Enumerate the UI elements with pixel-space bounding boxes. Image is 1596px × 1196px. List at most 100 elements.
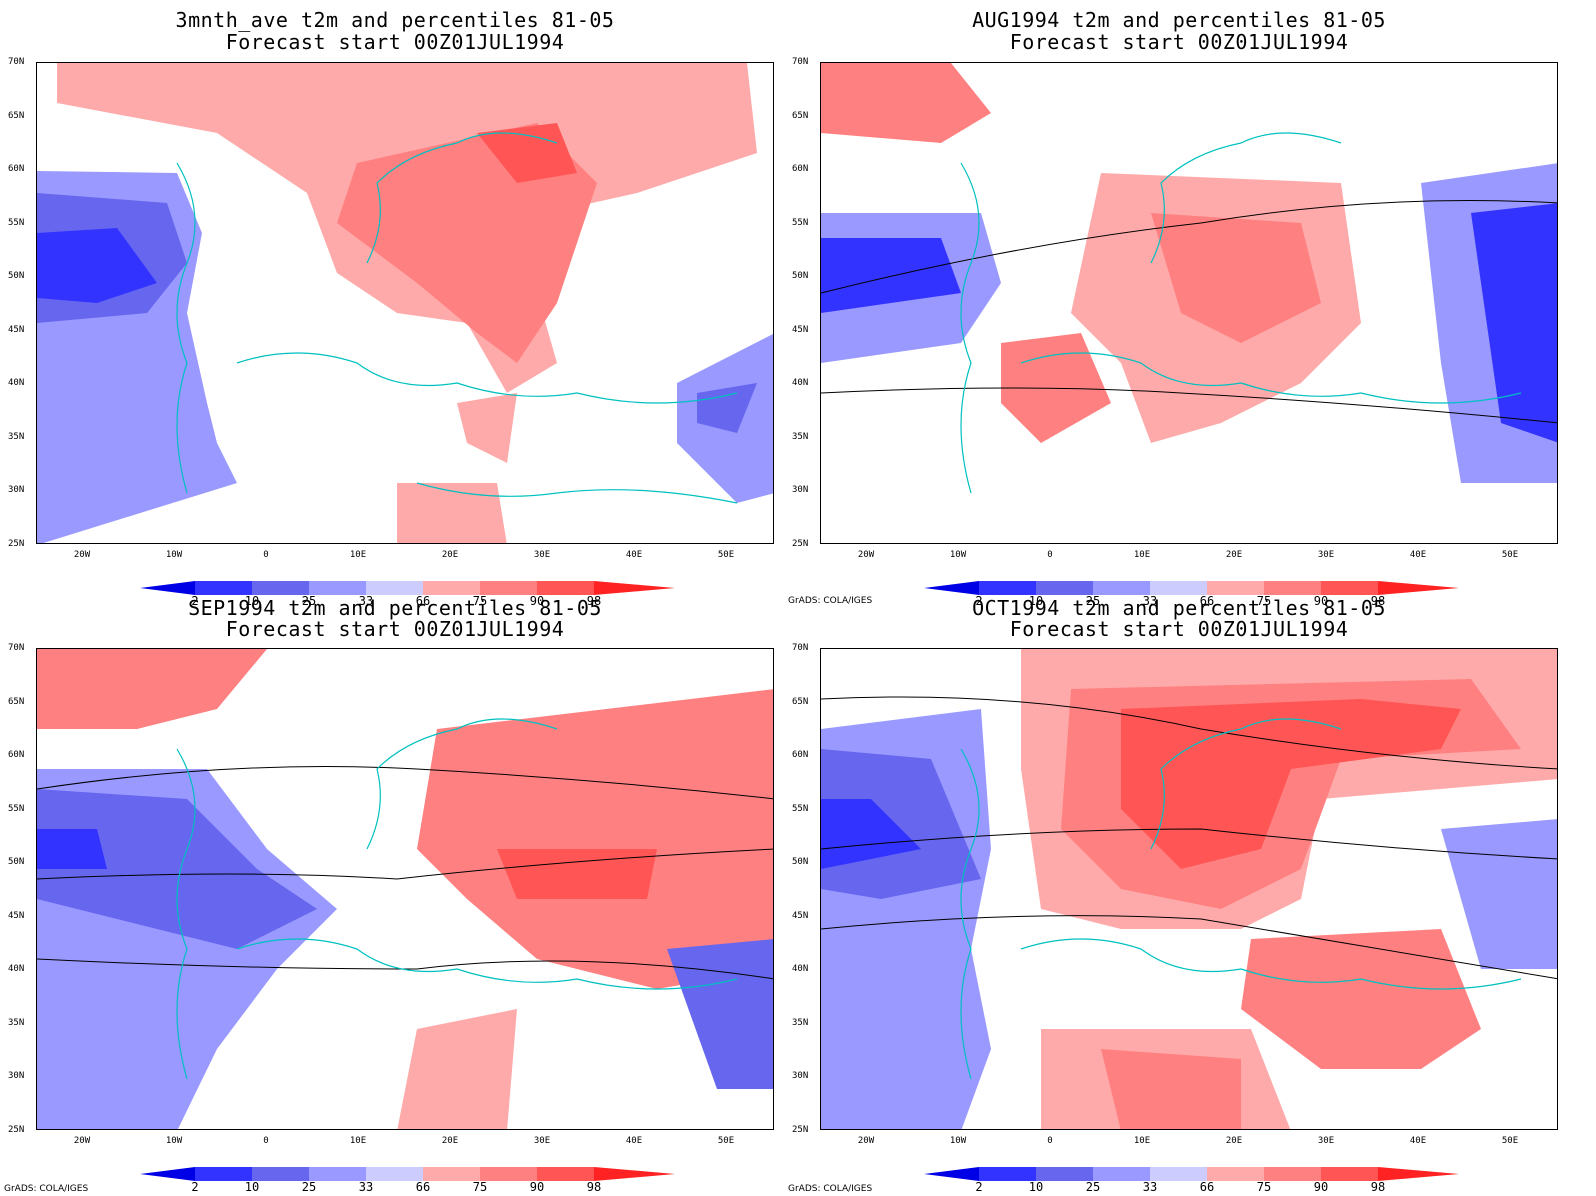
lat-label: 35N: [792, 1017, 809, 1028]
colorbar-label: 75: [1256, 594, 1272, 608]
lat-label: 30N: [8, 485, 25, 496]
panel-title-line2: Forecast start 00Z01JUL1994: [225, 30, 565, 54]
lat-label: 25N: [792, 1125, 809, 1135]
lat-label: 65N: [8, 696, 25, 707]
colorbar-label: 66: [1199, 1180, 1215, 1194]
lon-label: 40E: [625, 1136, 643, 1146]
lon-label: 10E: [1133, 1136, 1151, 1146]
lon-label: 0: [263, 1136, 269, 1146]
lon-label: 40E: [1409, 550, 1427, 560]
colorbar-label: 98: [586, 594, 602, 608]
lat-label: 25N: [792, 539, 809, 549]
lat-label: 40N: [792, 378, 809, 389]
lon-label: 50E: [1501, 1136, 1519, 1146]
lon-label: 40E: [1409, 1136, 1427, 1146]
lon-label: 10W: [949, 1136, 967, 1146]
lon-label: 30E: [533, 550, 551, 560]
lon-label: 30E: [533, 1136, 551, 1146]
panel-oct1994: OCT1994 t2m and percentiles 81-05 Foreca…: [784, 596, 1574, 1194]
lat-label: 45N: [792, 324, 809, 335]
lon-label: 20E: [1225, 550, 1243, 560]
lat-label: 30N: [8, 1071, 25, 1082]
lat-label: 60N: [8, 164, 25, 175]
panel-title-line2: Forecast start 00Z01JUL1994: [1009, 30, 1349, 54]
colorbar-label: 10: [244, 1180, 260, 1194]
lat-label: 35N: [8, 431, 25, 442]
panel-title-line1: 3mnth_ave t2m and percentiles 81-05: [175, 8, 615, 32]
lat-label: 70N: [792, 57, 809, 67]
lon-label: 50E: [717, 1136, 735, 1146]
colorbar-label: 33: [358, 1180, 374, 1194]
colorbar-label: 98: [586, 1180, 602, 1194]
colorbar-label: 90: [529, 594, 545, 608]
lat-label: 25N: [8, 1125, 25, 1135]
colorbar-label: 10: [1028, 594, 1044, 608]
colorbar-label: 90: [1313, 1180, 1329, 1194]
colorbar-label: 2: [975, 1180, 983, 1194]
lon-label: 50E: [717, 550, 735, 560]
lat-label: 50N: [8, 857, 25, 868]
lat-label: 35N: [792, 431, 809, 442]
lat-label: 45N: [8, 910, 25, 921]
lon-label: 20W: [73, 550, 91, 560]
lat-label: 40N: [792, 964, 809, 975]
colorbar-label: 2: [975, 594, 983, 608]
colorbar-label: 75: [472, 594, 488, 608]
colorbar: [140, 580, 675, 595]
colorbar-label: 75: [1256, 1180, 1272, 1194]
lat-label: 50N: [792, 271, 809, 282]
lon-label: 30E: [1317, 550, 1335, 560]
panel-title-line1: OCT1994 t2m and percentiles 81-05: [972, 596, 1386, 620]
panel-title-line2: Forecast start 00Z01JUL1994: [1009, 617, 1349, 641]
colorbar-label: 25: [301, 1180, 317, 1194]
lat-label: 50N: [8, 271, 25, 282]
lon-label: 0: [1047, 550, 1053, 560]
panel-3mnth-ave: 3mnth_ave t2m and percentiles 81-05 Fore…: [0, 0, 790, 608]
lat-label: 70N: [8, 57, 25, 67]
panel-title-line2: Forecast start 00Z01JUL1994: [225, 617, 565, 641]
colorbar-label: 25: [1085, 594, 1101, 608]
panel-title-line1: SEP1994 t2m and percentiles 81-05: [188, 596, 602, 620]
colorbar-label: 98: [1370, 1180, 1386, 1194]
lon-label: 10W: [165, 1136, 183, 1146]
credit: GrADS: COLA/IGES: [788, 1184, 873, 1194]
colorbar-label: 2: [191, 594, 199, 608]
colorbar-label: 90: [529, 1180, 545, 1194]
lon-label: 0: [263, 550, 269, 560]
lat-label: 55N: [792, 217, 809, 228]
map-area: [820, 62, 1558, 544]
lat-label: 45N: [792, 910, 809, 921]
lat-label: 70N: [8, 643, 25, 653]
lon-label: 40E: [625, 550, 643, 560]
lat-label: 35N: [8, 1017, 25, 1028]
colorbar-label: 33: [1142, 1180, 1158, 1194]
colorbar-label: 25: [301, 594, 317, 608]
lon-label: 0: [1047, 1136, 1053, 1146]
lat-label: 70N: [792, 643, 809, 653]
lon-label: 10E: [349, 1136, 367, 1146]
colorbar-label: 98: [1370, 594, 1386, 608]
lat-label: 65N: [792, 110, 809, 121]
lat-label: 55N: [8, 803, 25, 814]
map-area: [820, 648, 1558, 1130]
colorbar-label: 66: [415, 1180, 431, 1194]
colorbar: [924, 580, 1459, 595]
colorbar: [924, 1166, 1459, 1181]
lat-label: 55N: [792, 803, 809, 814]
lat-label: 50N: [792, 857, 809, 868]
panel-sep1994: SEP1994 t2m and percentiles 81-05 Foreca…: [0, 596, 790, 1194]
panel-title-line1: AUG1994 t2m and percentiles 81-05: [972, 8, 1386, 32]
map-area: [36, 62, 774, 544]
credit: GrADS: COLA/IGES: [788, 596, 873, 606]
lon-label: 20E: [441, 550, 459, 560]
lat-label: 40N: [8, 378, 25, 389]
colorbar-label: 2: [191, 1180, 199, 1194]
lon-label: 20W: [857, 550, 875, 560]
colorbar-label: 90: [1313, 594, 1329, 608]
lon-label: 20W: [857, 1136, 875, 1146]
colorbar-label: 66: [1199, 594, 1215, 608]
colorbar-label: 10: [1028, 1180, 1044, 1194]
lon-label: 10E: [349, 550, 367, 560]
lat-label: 65N: [8, 110, 25, 121]
lat-label: 40N: [8, 964, 25, 975]
